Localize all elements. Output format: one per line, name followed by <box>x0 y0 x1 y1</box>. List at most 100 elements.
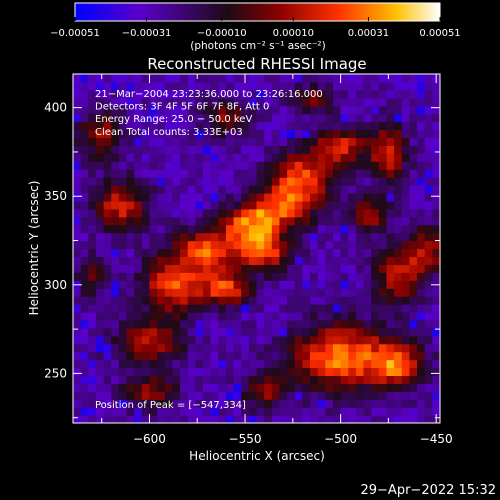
heatmap-cell <box>157 240 166 250</box>
heatmap-cell <box>126 177 135 186</box>
heatmap-cell <box>363 145 372 154</box>
heatmap-cell <box>111 97 120 107</box>
heatmap-cell <box>202 169 212 178</box>
heatmap-cell <box>417 351 426 361</box>
heatmap-cell <box>363 208 372 218</box>
heatmap-cell <box>187 415 196 423</box>
heatmap-cell <box>118 240 128 250</box>
heatmap-cell <box>378 105 388 115</box>
heatmap-cell <box>88 256 97 265</box>
heatmap-cell <box>225 272 235 281</box>
heatmap-cell <box>294 391 303 400</box>
heatmap-cell <box>317 74 326 83</box>
heatmap-cell <box>348 367 357 377</box>
heatmap-cell <box>111 256 120 265</box>
heatmap-cell <box>271 351 281 361</box>
heatmap-cell <box>294 343 303 353</box>
heatmap-cell <box>424 153 433 162</box>
heatmap-cell <box>157 399 166 408</box>
heatmap-cell <box>180 407 189 416</box>
heatmap-cell <box>88 264 97 273</box>
heatmap-cell <box>157 105 166 115</box>
heatmap-cell <box>111 232 120 242</box>
heatmap-cell <box>302 264 311 273</box>
heatmap-cell <box>103 224 112 234</box>
heatmap-cell <box>432 272 440 281</box>
heatmap-cell <box>73 192 82 202</box>
y-tick-label: 300 <box>44 278 67 292</box>
heatmap-cell <box>187 105 196 115</box>
heatmap-cell <box>95 351 105 361</box>
heatmap-cell <box>294 399 303 408</box>
heatmap-cell <box>256 216 265 226</box>
heatmap-cell <box>256 161 265 170</box>
heatmap-cell <box>126 375 135 384</box>
heatmap-cell <box>141 208 151 218</box>
heatmap-cell <box>424 415 433 423</box>
heatmap-cell <box>394 137 403 146</box>
heatmap-cell <box>111 407 120 416</box>
heatmap-cell <box>180 153 189 162</box>
heatmap-cell <box>172 407 181 416</box>
heatmap-cell <box>95 192 105 202</box>
x-tick-label: −500 <box>324 432 357 446</box>
heatmap-cell <box>218 288 227 297</box>
heatmap-cell <box>332 74 342 83</box>
heatmap-cell <box>233 327 242 337</box>
heatmap-cell <box>134 177 143 186</box>
heatmap-cell <box>157 280 166 289</box>
heatmap-cell <box>164 280 173 289</box>
heatmap-cell <box>355 129 365 139</box>
heatmap-cell <box>279 288 288 297</box>
heatmap-cell <box>248 351 258 361</box>
heatmap-cell <box>187 89 196 99</box>
heatmap-cell <box>340 185 349 194</box>
heatmap-cell <box>317 153 326 162</box>
heatmap-cell <box>210 359 219 369</box>
heatmap-cell <box>126 200 135 210</box>
heatmap-cell <box>202 129 212 139</box>
heatmap-cell <box>256 264 265 273</box>
heatmap-cell <box>149 208 158 218</box>
heatmap-cell <box>294 113 303 123</box>
heatmap-cell <box>340 248 349 258</box>
heatmap-cell <box>195 383 204 392</box>
heatmap-cell <box>325 216 334 226</box>
heatmap-cell <box>126 81 135 91</box>
heatmap-cell <box>164 359 173 369</box>
heatmap-cell <box>432 137 440 146</box>
heatmap-cell <box>287 335 296 345</box>
heatmap-cell <box>95 81 105 91</box>
heatmap-cell <box>218 280 227 289</box>
heatmap-cell <box>325 248 334 258</box>
heatmap-cell <box>241 272 250 281</box>
heatmap-cell <box>164 288 173 297</box>
heatmap-cell <box>126 145 135 154</box>
heatmap-cell <box>233 153 242 162</box>
heatmap-cell <box>363 105 372 115</box>
heatmap-cell <box>187 391 196 400</box>
heatmap-cell <box>218 185 227 194</box>
heatmap-cell <box>310 343 319 353</box>
heatmap-cell <box>294 311 303 321</box>
heatmap-cell <box>378 327 388 337</box>
x-tick-label: −600 <box>133 432 166 446</box>
heatmap-cell <box>371 81 380 91</box>
heatmap-cell <box>279 240 288 250</box>
heatmap-cell <box>164 121 173 131</box>
heatmap-cell <box>241 248 250 258</box>
heatmap-cell <box>287 200 296 210</box>
heatmap-cell <box>371 185 380 194</box>
heatmap-cell <box>325 288 334 297</box>
heatmap-cell <box>348 415 357 423</box>
heatmap-cell <box>164 415 173 423</box>
heatmap-cell <box>134 272 143 281</box>
heatmap-cell <box>88 296 97 305</box>
heatmap-cell <box>73 177 82 186</box>
heatmap-cell <box>248 192 258 202</box>
heatmap-cell <box>141 351 151 361</box>
heatmap-cell <box>355 185 365 194</box>
heatmap-cell <box>378 319 388 329</box>
heatmap-cell <box>409 81 418 91</box>
heatmap-cell <box>394 113 403 123</box>
